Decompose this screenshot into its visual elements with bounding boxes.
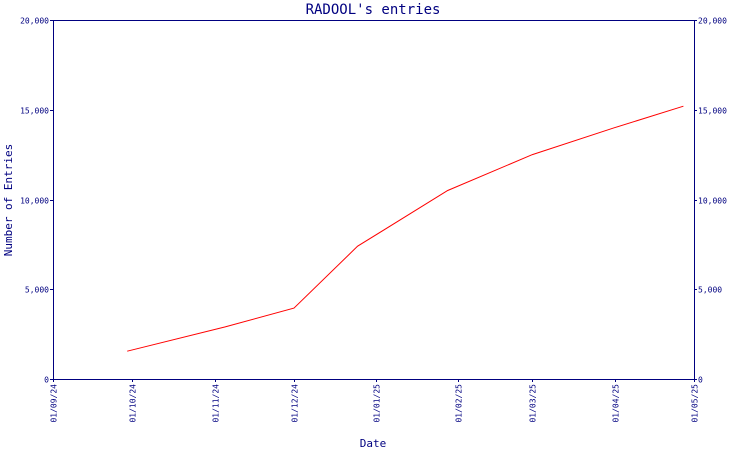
y-tick-label-right: 5,000 — [698, 286, 722, 295]
x-tick-label: 01/09/24 — [50, 384, 59, 423]
y-tick-label-right: 15,000 — [698, 107, 727, 116]
y-tick-label-right: 0 — [698, 376, 703, 385]
plot-area — [53, 20, 695, 380]
x-axis-label: Date — [360, 437, 387, 450]
y-tick-label-right: 20,000 — [698, 17, 727, 26]
x-tick-label: 01/01/25 — [373, 384, 382, 423]
y-axis-right: 0 5,000 10,000 15,000 20,000 — [694, 17, 727, 385]
x-tick-label: 01/03/25 — [529, 384, 538, 423]
x-tick-label: 01/10/24 — [129, 384, 138, 423]
y-tick-label-left: 10,000 — [20, 197, 49, 206]
y-tick-label-left: 20,000 — [20, 17, 49, 26]
y-axis-left: 0 5,000 10,000 15,000 20,000 — [20, 17, 53, 385]
y-tick-label-left: 5,000 — [25, 286, 49, 295]
x-tick-label: 01/04/25 — [612, 384, 621, 423]
x-axis: 01/09/24 01/10/24 01/11/24 01/12/24 01/01/25… — [50, 379, 700, 423]
x-tick-label: 01/05/25 — [691, 384, 700, 423]
series-line — [127, 105, 684, 352]
series-layer — [127, 105, 684, 352]
y-axis-label: Number of Entries — [2, 144, 15, 257]
x-tick-label: 01/12/24 — [291, 384, 300, 423]
x-tick-label: 01/11/24 — [212, 384, 221, 423]
chart-title: RADOOL's entries — [306, 2, 441, 18]
y-tick-label-right: 10,000 — [698, 197, 727, 206]
y-tick-label-left: 15,000 — [20, 107, 49, 116]
plot-frame — [53, 20, 695, 380]
y-tick-label-left: 0 — [44, 376, 49, 385]
x-tick-label: 01/02/25 — [455, 384, 464, 423]
